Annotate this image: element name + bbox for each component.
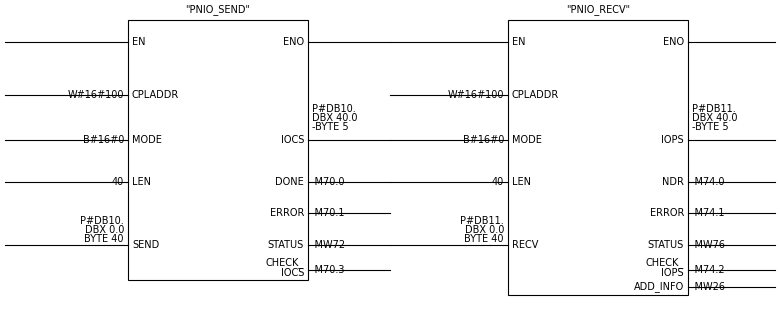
Text: 40: 40	[491, 177, 504, 187]
Text: DBX 40.0: DBX 40.0	[312, 113, 357, 123]
Text: -BYTE 5: -BYTE 5	[692, 122, 729, 132]
Text: -M74.0: -M74.0	[692, 177, 725, 187]
Text: P#DB11.: P#DB11.	[692, 104, 736, 114]
Text: ERROR: ERROR	[270, 208, 304, 218]
Text: -MW26: -MW26	[692, 282, 726, 292]
Text: NDR: NDR	[662, 177, 684, 187]
Text: ADD_INFO: ADD_INFO	[633, 281, 684, 292]
Text: DBX 40.0: DBX 40.0	[692, 113, 738, 123]
Text: CHECK_: CHECK_	[266, 258, 304, 268]
Text: EN: EN	[512, 37, 526, 47]
Text: SEND: SEND	[132, 240, 159, 250]
Text: "PNIO_SEND": "PNIO_SEND"	[186, 4, 250, 15]
Text: CPLADDR: CPLADDR	[132, 90, 179, 100]
Text: IOCS: IOCS	[281, 135, 304, 145]
Text: -M74.1: -M74.1	[692, 208, 725, 218]
Text: P#DB11.: P#DB11.	[460, 216, 504, 226]
Text: -BYTE 5: -BYTE 5	[312, 122, 349, 132]
Text: LEN: LEN	[132, 177, 151, 187]
Text: RECV: RECV	[512, 240, 538, 250]
Text: BYTE 40: BYTE 40	[84, 234, 124, 244]
Text: DBX 0.0: DBX 0.0	[465, 225, 504, 235]
Text: EN: EN	[132, 37, 146, 47]
Text: B#16#0: B#16#0	[463, 135, 504, 145]
Text: LEN: LEN	[512, 177, 531, 187]
Text: P#DB10.: P#DB10.	[80, 216, 124, 226]
Text: IOPS: IOPS	[661, 268, 684, 278]
Text: P#DB10.: P#DB10.	[312, 104, 356, 114]
Text: DBX 0.0: DBX 0.0	[84, 225, 124, 235]
Text: -M70.3: -M70.3	[312, 265, 346, 275]
Text: W#16#100: W#16#100	[448, 90, 504, 100]
Text: MODE: MODE	[132, 135, 162, 145]
Text: CHECK_: CHECK_	[646, 258, 684, 268]
Text: B#16#0: B#16#0	[83, 135, 124, 145]
Text: DONE: DONE	[275, 177, 304, 187]
Text: CPLADDR: CPLADDR	[512, 90, 559, 100]
Text: "PNIO_RECV": "PNIO_RECV"	[566, 4, 630, 15]
Bar	[508, 20, 688, 295]
Text: ERROR: ERROR	[650, 208, 684, 218]
Text: -M74.2: -M74.2	[692, 265, 725, 275]
Text: -M70.1: -M70.1	[312, 208, 346, 218]
Text: STATUS: STATUS	[647, 240, 684, 250]
Text: W#16#100: W#16#100	[68, 90, 124, 100]
Bar	[128, 20, 308, 280]
Text: IOPS: IOPS	[661, 135, 684, 145]
Text: ENO: ENO	[283, 37, 304, 47]
Text: STATUS: STATUS	[268, 240, 304, 250]
Text: -MW76: -MW76	[692, 240, 726, 250]
Text: 40: 40	[112, 177, 124, 187]
Text: MODE: MODE	[512, 135, 542, 145]
Text: -MW72: -MW72	[312, 240, 346, 250]
Text: ENO: ENO	[663, 37, 684, 47]
Text: IOCS: IOCS	[281, 268, 304, 278]
Text: -M70.0: -M70.0	[312, 177, 346, 187]
Text: BYTE 40: BYTE 40	[465, 234, 504, 244]
